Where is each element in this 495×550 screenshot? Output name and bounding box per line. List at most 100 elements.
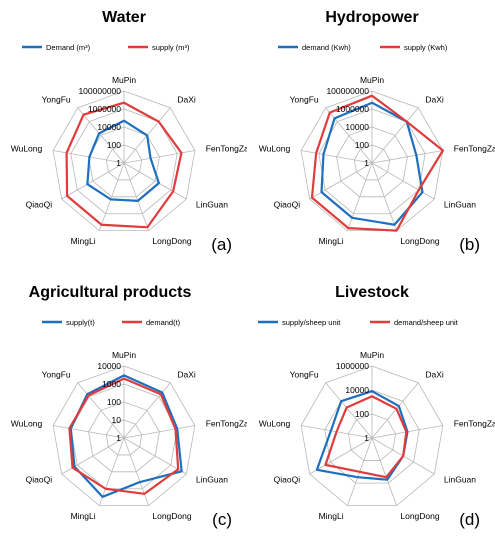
grid-ring	[105, 144, 143, 181]
category-label-fentongzai: FenTongZai	[454, 144, 495, 154]
category-label-wulong: WuLong	[259, 419, 291, 429]
panel-label: (a)	[211, 235, 232, 254]
tick-label: 1	[116, 158, 121, 168]
grid-spoke	[123, 162, 150, 231]
category-label-longdong: LongDong	[152, 236, 192, 246]
panel-hydropower: Hydropower demand (Kwh) supply (Kwh) 1 100 10…	[248, 0, 495, 275]
grid-spoke	[301, 150, 373, 164]
grid-ring	[105, 419, 143, 456]
category-label-fentongzai: FenTongZai	[206, 144, 247, 154]
series-demand-t	[68, 377, 180, 495]
category-label-wulong: WuLong	[11, 144, 43, 154]
grid-spoke	[123, 162, 187, 200]
grid-spoke	[123, 150, 195, 164]
panel-label: (d)	[459, 510, 480, 529]
legend-entry-demand-kwh: demand (Kwh)	[278, 43, 351, 52]
category-label-wulong: WuLong	[11, 419, 43, 429]
grid-spoke	[371, 437, 398, 506]
panel-water: Water Demand (m³) supply (m³) 1 100 10000 1000…	[0, 0, 247, 275]
grid-ring	[336, 126, 408, 198]
grid-spoke	[371, 150, 443, 164]
series-demand-sheep-unit	[324, 395, 408, 479]
category-label-yongfu: YongFu	[290, 369, 319, 379]
radar-chart-livestock: Livestock supply/sheep unit demand/sheep u…	[258, 284, 495, 529]
legend-label: Demand (m³)	[46, 43, 91, 52]
category-label-mingli: MingLi	[319, 511, 344, 521]
legend-label: supply (m³)	[152, 43, 190, 52]
category-label-mingli: MingLi	[71, 511, 96, 521]
grid-ring	[324, 389, 420, 484]
category-label-linguan: LinGuan	[196, 475, 228, 485]
tick-label: 1000	[102, 379, 121, 389]
tick-label: 100	[355, 409, 369, 419]
chart-title: Livestock	[335, 284, 409, 301]
legend-entry-supply-kwh: supply (Kwh)	[380, 43, 448, 52]
category-label-daxi: DaXi	[177, 94, 196, 104]
tick-label: 1000000	[88, 104, 121, 114]
category-label-yongfu: YongFu	[42, 94, 71, 104]
series-demand-m	[86, 119, 160, 202]
series-supply-m	[65, 101, 183, 229]
tick-label: 1000000	[336, 361, 369, 371]
tick-label: 100	[355, 140, 369, 150]
category-label-qiaoqi: QiaoQi	[274, 475, 301, 485]
radar-chart-agricultural-products: Agricultural products supply(t) demand(t) 1…	[11, 284, 247, 529]
grid-spoke	[123, 425, 195, 439]
category-label-mupin: MuPin	[112, 75, 136, 85]
category-label-daxi: DaXi	[425, 369, 444, 379]
panel-agricultural-products: Agricultural products supply(t) demand(t) 1…	[0, 275, 247, 550]
tick-label: 100000000	[78, 86, 121, 96]
grid-spoke	[309, 162, 373, 200]
tick-label: 100000000	[326, 86, 369, 96]
legend-label: supply(t)	[66, 318, 95, 327]
category-label-fentongzai: FenTongZai	[454, 419, 495, 429]
chart-title: Agricultural products	[29, 284, 192, 301]
tick-label: 10	[112, 415, 122, 425]
category-label-yongfu: YongFu	[42, 369, 71, 379]
series-demand-kwh	[320, 101, 424, 226]
grid-spoke	[325, 107, 373, 164]
legend-label: supply (Kwh)	[404, 43, 448, 52]
category-label-yongfu: YongFu	[290, 94, 319, 104]
tick-label: 10000	[345, 122, 369, 132]
radar-chart-hydropower: Hydropower demand (Kwh) supply (Kwh) 1 100 10…	[259, 9, 495, 254]
tick-label: 1000000	[336, 104, 369, 114]
category-label-mupin: MuPin	[112, 350, 136, 360]
tick-label: 10000	[97, 122, 121, 132]
tick-label: 10000	[97, 361, 121, 371]
grid-ring	[353, 144, 391, 181]
category-label-mingli: MingLi	[319, 236, 344, 246]
legend-label: demand(t)	[146, 318, 181, 327]
grid-spoke	[77, 382, 125, 439]
category-label-mupin: MuPin	[360, 75, 384, 85]
grid-spoke	[53, 425, 125, 439]
legend-entry-demand-sheep-unit: demand/sheep unit	[370, 318, 459, 327]
grid-spoke	[61, 162, 125, 200]
tick-label: 1	[364, 433, 369, 443]
legend-entry-supply-m: supply (m³)	[128, 43, 190, 52]
tick-label: 100	[107, 140, 121, 150]
grid-ring	[300, 365, 444, 507]
tick-label: 1	[364, 158, 369, 168]
grid-ring	[52, 90, 196, 232]
panel-label: (c)	[212, 510, 232, 529]
legend-entry-supply-sheep-unit: supply/sheep unit	[258, 318, 341, 327]
chart-title: Water	[102, 9, 146, 26]
grid-spoke	[371, 107, 419, 164]
grid-spoke	[346, 162, 373, 231]
grid-spoke	[309, 437, 373, 475]
grid-spoke	[371, 162, 398, 231]
grid-spoke	[98, 437, 125, 506]
category-label-linguan: LinGuan	[444, 475, 476, 485]
category-label-mingli: MingLi	[71, 236, 96, 246]
legend-entry-demand-t: demand(t)	[122, 318, 181, 327]
grid-spoke	[77, 107, 125, 164]
grid-spoke	[325, 382, 373, 439]
grid-spoke	[123, 382, 171, 439]
grid-spoke	[98, 162, 125, 231]
category-label-qiaoqi: QiaoQi	[274, 200, 301, 210]
category-label-qiaoqi: QiaoQi	[26, 475, 53, 485]
category-label-mupin: MuPin	[360, 350, 384, 360]
tick-label: 10000	[345, 385, 369, 395]
